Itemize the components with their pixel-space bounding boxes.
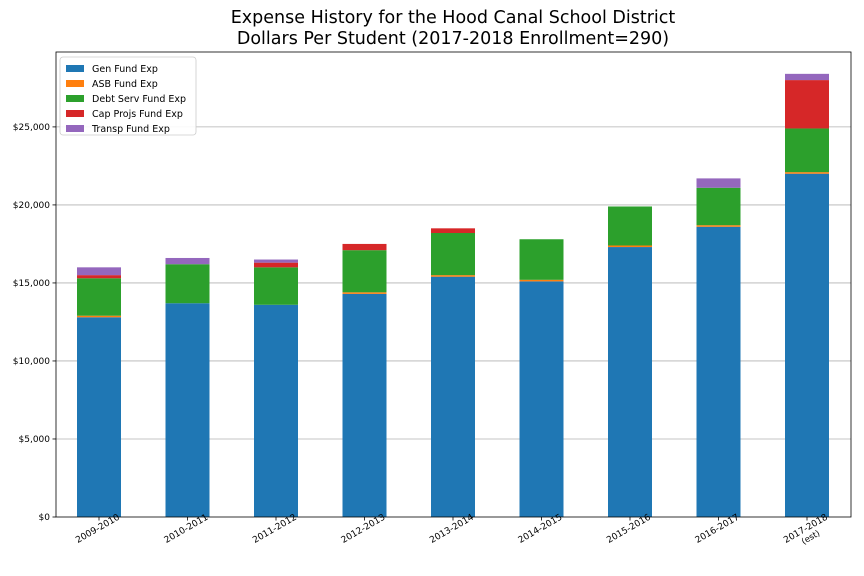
bar-segment [696,178,741,188]
bar-segment [77,267,121,276]
bar-segment [696,225,741,227]
x-tick-label: 2015-2016 [605,513,653,546]
axes-frame [55,51,852,518]
bar-segment [785,73,829,81]
x-tick-label: 2014-2015 [517,513,564,546]
x-tick-label: 2013-2014 [428,513,476,546]
bar-segment [254,262,298,268]
legend-swatch [66,125,84,132]
y-tick-label: $10,000 [13,357,50,367]
bar-segment [431,275,475,277]
legend-label: Transp Fund Exp [91,124,170,135]
x-tick-label: 2012-2013 [340,513,387,546]
legend-swatch [66,80,84,87]
bar-segment [785,128,829,173]
bar-segment [431,276,475,517]
x-tick-label: 2017-2018(est) [782,513,835,555]
bar-segment [77,315,121,318]
y-tick-label: $20,000 [13,201,50,211]
bar-segment [519,279,564,282]
legend-label: Gen Fund Exp [92,64,158,75]
bar-segment [785,173,829,517]
legend-box [59,56,197,136]
bar-segment [431,228,475,234]
bar-segment [342,250,387,293]
bar-segment [342,293,387,517]
y-tick-label: $5,000 [19,435,51,445]
legend-label: Cap Projs Fund Exp [92,109,183,120]
legend-swatch [66,110,84,117]
bar-segment [165,264,210,304]
bar-segment [696,226,741,517]
legend-label: ASB Fund Exp [92,79,158,90]
bar-segment [77,278,121,316]
bar-segment [785,172,829,174]
bar-segment [254,267,298,305]
bar-segment [342,292,387,294]
bar-segment [77,275,121,279]
x-tick-label: 2011-2012 [251,513,298,546]
bar-segment [165,257,210,265]
chart-title-line1: Expense History for the Hood Canal Schoo… [230,8,676,28]
bar-segment [254,259,298,263]
bar-segment [519,281,564,517]
bar-segment [342,243,387,251]
y-tick-label: $0 [39,513,51,523]
y-tick-label: $15,000 [13,279,50,289]
bar-segment [608,206,652,246]
y-tick-label: $25,000 [13,123,50,133]
bar-segment [77,317,121,517]
x-tick-label: 2009-2010 [74,513,122,546]
bar-segment [785,80,829,129]
bar-segment [608,245,652,248]
bar-segment [431,233,475,276]
legend-swatch [66,65,84,72]
bar-segment [254,304,298,517]
legend-swatch [66,95,84,102]
x-tick-label: 2010-2011 [163,513,210,546]
legend-label: Debt Serv Fund Exp [92,94,186,105]
chart-subtitle: Dollars Per Student (2017-2018 Enrollmen… [236,29,670,49]
bar-segment [696,187,741,226]
bar-segment [608,247,652,517]
chart-title: Expense History for the Hood Canal Schoo… [0,8,864,50]
bar-segment [519,239,564,280]
bar-segment [165,303,210,517]
x-tick-label: 2016-2017 [694,513,741,546]
